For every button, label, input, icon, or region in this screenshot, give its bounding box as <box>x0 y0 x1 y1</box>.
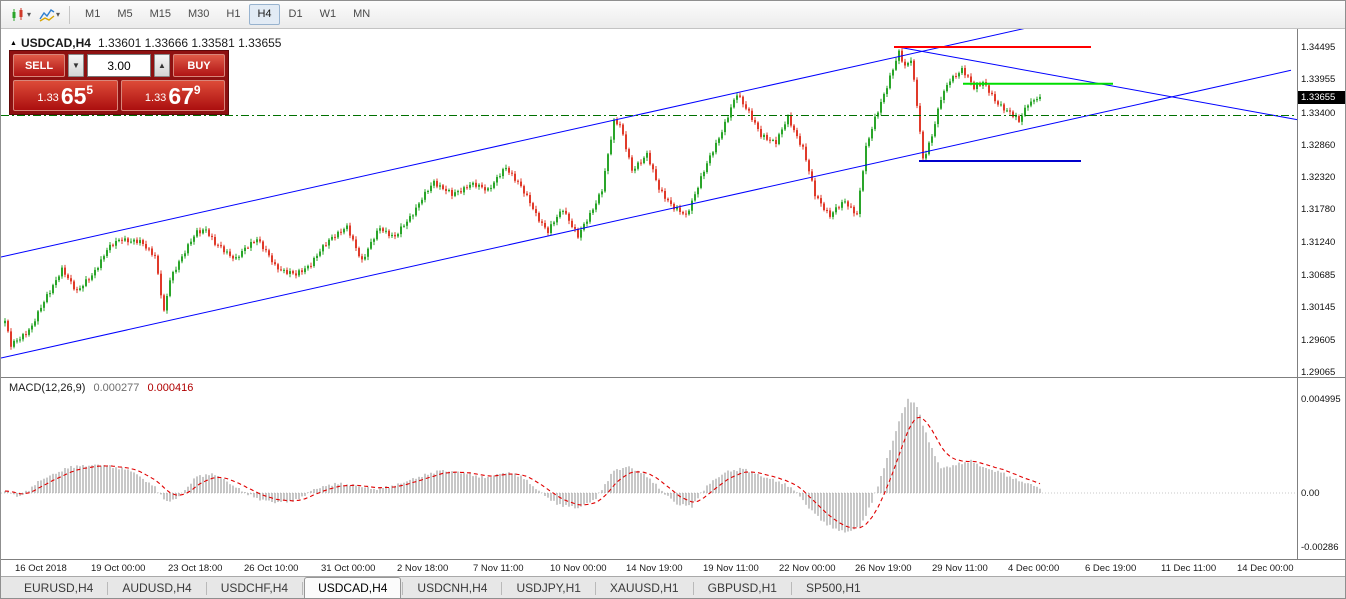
tab-usdchf-h4[interactable]: USDCHF,H4 <box>220 581 289 595</box>
timeframe-h4[interactable]: H4 <box>249 4 280 25</box>
macd-axis-label: 0.004995 <box>1301 393 1341 405</box>
tab-separator <box>692 582 694 595</box>
tab-separator <box>205 582 207 595</box>
tab-usdcad-h4[interactable]: USDCAD,H4 <box>304 577 402 598</box>
macd-panel[interactable]: MACD(12,26,9) 0.000277 0.000416 <box>1 377 1297 559</box>
chevron-down-icon: ▾ <box>56 10 61 19</box>
sell-price-pip: 5 <box>86 83 94 97</box>
sell-button[interactable]: SELL <box>13 54 65 77</box>
buy-price-pip: 9 <box>193 83 201 97</box>
tab-usdcnh-h4[interactable]: USDCNH,H4 <box>417 581 488 595</box>
price-axis-label: 1.31780 <box>1301 204 1336 216</box>
buy-button[interactable]: BUY <box>173 54 225 77</box>
indicators-button[interactable]: ▾ <box>35 4 64 26</box>
tab-eurusd-h4[interactable]: EURUSD,H4 <box>24 581 94 595</box>
indicators-icon <box>39 8 55 22</box>
timeframe-w1[interactable]: W1 <box>319 8 337 20</box>
chart-ohlc-values: 1.33601 1.33666 1.33581 1.33655 <box>97 36 282 50</box>
tab-separator <box>501 582 503 595</box>
time-axis-label: 29 Nov 11:00 <box>932 563 988 574</box>
price-axis-label: 1.29065 <box>1301 366 1336 378</box>
tab-usdjpy-h1[interactable]: USDJPY,H1 <box>516 581 581 595</box>
time-axis-label: 26 Oct 10:00 <box>244 563 299 574</box>
time-axis-label: 2 Nov 18:00 <box>397 563 449 574</box>
chart-symbol: USDCAD,H4 <box>20 36 91 50</box>
time-axis-label: 19 Nov 11:00 <box>703 563 759 574</box>
sell-price-prefix: 1.33 <box>37 92 59 104</box>
toolbar: ▾ ▾ M1 M5 M15 M30 H1 H4 D1 W1 MN <box>1 1 1345 29</box>
toolbar-separator <box>69 5 71 24</box>
sell-price-display[interactable]: 1.33 65 5 <box>13 80 118 111</box>
price-axis-label: 1.32860 <box>1301 139 1336 151</box>
timeframe-m1[interactable]: M1 <box>85 8 101 20</box>
time-axis-label: 7 Nov 11:00 <box>473 563 524 574</box>
price-axis-label: 1.33955 <box>1301 74 1336 86</box>
sell-price-main: 65 <box>60 83 87 110</box>
tab-separator <box>594 582 596 595</box>
macd-axis-label: -0.00286 <box>1301 541 1339 553</box>
current-price-badge: 1.33655 <box>1298 91 1345 105</box>
tab-separator <box>402 582 404 595</box>
time-axis-label: 31 Oct 00:00 <box>321 563 376 574</box>
time-axis-label: 4 Dec 00:00 <box>1008 563 1060 574</box>
timeframe-h1[interactable]: H1 <box>226 8 241 20</box>
tab-gbpusd-h1[interactable]: GBPUSD,H1 <box>707 581 777 595</box>
price-axis-label: 1.30685 <box>1301 270 1336 282</box>
tab-sp500-h1[interactable]: SP500,H1 <box>805 581 861 595</box>
time-axis-label: 16 Oct 2018 <box>15 563 67 574</box>
chevron-down-icon: ▾ <box>27 10 32 19</box>
time-axis-label: 11 Dec 11:00 <box>1161 563 1217 574</box>
macd-name: MACD(12,26,9) <box>9 382 86 394</box>
macd-signal-value: 0.000416 <box>147 382 194 394</box>
time-axis[interactable]: 16 Oct 2018 19 Oct 00:00 23 Oct 18:00 26 Oc… <box>1 559 1345 576</box>
time-axis-label: 14 Dec 00:00 <box>1237 563 1294 574</box>
volume-decrease-button[interactable]: ▼ <box>68 54 84 77</box>
time-axis-label: 14 Nov 19:00 <box>626 563 683 574</box>
price-axis-label: 1.29605 <box>1301 334 1336 346</box>
chart-tabs: EURUSD,H4 AUDUSD,H4 USDCHF,H4 USDCAD,H4 USDC… <box>1 576 1345 598</box>
price-axis-label: 1.31240 <box>1301 236 1336 248</box>
macd-axis-label: 0.00 <box>1301 488 1320 499</box>
one-click-trading-panel: SELL ▼ ▲ BUY 1.33 65 5 1.33 67 9 <box>9 50 229 115</box>
macd-indicator-label: MACD(12,26,9) 0.000277 0.000416 <box>9 382 193 394</box>
timeframe-m15[interactable]: M15 <box>149 8 171 20</box>
buy-price-prefix: 1.33 <box>144 92 167 104</box>
tab-audusd-h4[interactable]: AUDUSD,H4 <box>122 581 192 595</box>
tab-separator <box>302 582 304 595</box>
time-axis-label: 22 Nov 00:00 <box>779 563 836 574</box>
timeframe-d1[interactable]: D1 <box>288 8 303 20</box>
time-axis-label: 6 Dec 19:00 <box>1085 563 1137 574</box>
price-axis-label: 1.30145 <box>1301 302 1336 314</box>
time-axis-label: 19 Oct 00:00 <box>91 563 146 574</box>
tab-separator <box>790 582 792 595</box>
price-axis-label: 1.33400 <box>1301 107 1336 119</box>
price-axis[interactable]: 1.33655 1.34495 1.33955 1.33400 1.32860 1.32… <box>1297 29 1345 378</box>
time-axis-label: 26 Nov 19:00 <box>855 563 912 574</box>
chart-title: ▲ USDCAD,H4 1.33601 1.33666 1.33581 1.33… <box>10 36 281 50</box>
collapse-arrow-icon: ▲ <box>10 39 17 47</box>
macd-value: 0.000277 <box>93 382 140 394</box>
tab-separator <box>107 582 109 595</box>
timeframe-buttons: M1 M5 M15 M30 H1 H4 D1 W1 MN <box>77 4 378 25</box>
buy-price-display[interactable]: 1.33 67 9 <box>120 80 225 111</box>
tab-xauusd-h1[interactable]: XAUUSD,H1 <box>609 581 679 595</box>
price-axis-label: 1.34495 <box>1301 42 1336 53</box>
chart-type-button[interactable]: ▾ <box>6 4 35 26</box>
volume-increase-button[interactable]: ▲ <box>154 54 170 77</box>
timeframe-mn[interactable]: MN <box>353 8 371 20</box>
time-axis-label: 10 Nov 00:00 <box>550 563 607 574</box>
price-axis-label: 1.32320 <box>1301 172 1336 184</box>
buy-price-main: 67 <box>168 83 194 110</box>
main-chart[interactable]: ▲ USDCAD,H4 1.33601 1.33666 1.33581 1.33… <box>1 29 1297 377</box>
candlestick-chart-icon <box>12 7 23 21</box>
time-axis-label: 23 Oct 18:00 <box>168 563 223 574</box>
volume-input[interactable] <box>87 54 151 77</box>
timeframe-m30[interactable]: M30 <box>188 8 210 20</box>
macd-axis: 0.004995 0.00 -0.00286 <box>1297 377 1345 559</box>
timeframe-m5[interactable]: M5 <box>117 8 133 20</box>
